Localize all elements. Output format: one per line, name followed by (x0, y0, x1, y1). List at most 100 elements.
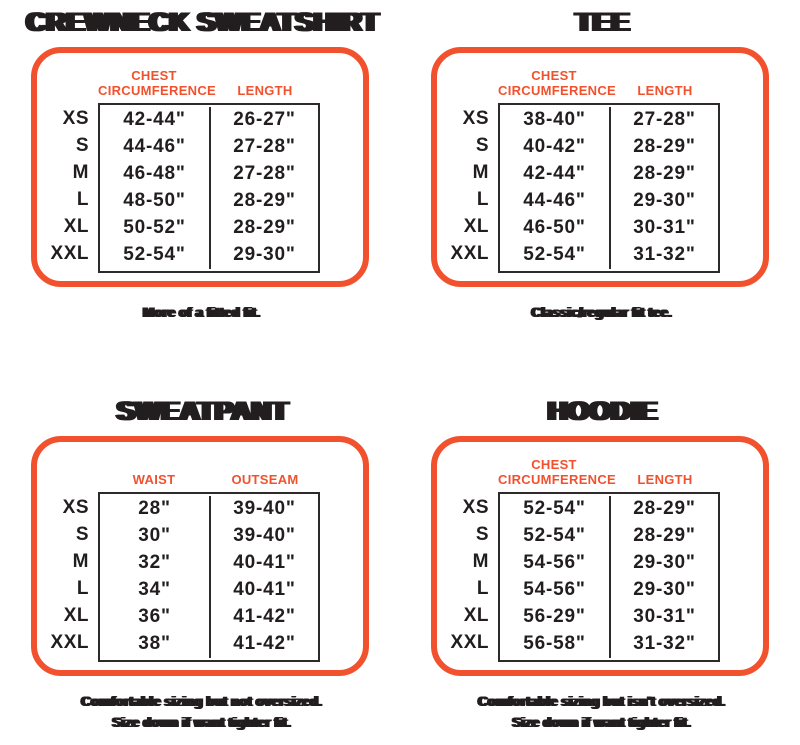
value-cell: 44-46" (523, 190, 586, 212)
size-table: XS S M L XL XXL 42-44" 44-46" 46-48" 48-… (43, 102, 363, 273)
value-cell: 52-54" (523, 244, 586, 266)
value-cell: 56-58" (523, 633, 586, 655)
value-cell: 29-30" (633, 552, 696, 574)
value-cell: 38" (138, 633, 171, 655)
panel-caption: Comfortable sizing but not oversized. Siz… (80, 691, 321, 734)
value-cell: 40-41" (233, 552, 296, 574)
value-cell: 46-48" (123, 163, 186, 185)
size-label: XL (463, 216, 489, 238)
panel-title: TEE (572, 7, 627, 37)
panel-title: SWEATPANT (114, 396, 286, 426)
panel-caption: Classic/regular fit tee. (530, 302, 670, 324)
value-cell: 26-27" (233, 109, 296, 131)
measure-2-column: 27-28" 28-29" 28-29" 29-30" 30-31" 31-32… (611, 107, 718, 269)
size-card: WAIST OUTSEAM XS S M L XL XXL 28" 30" 32… (31, 435, 369, 676)
value-cell: 54-56" (523, 552, 586, 574)
value-cell: 52-54" (523, 498, 586, 520)
column-header-measure-2-label: LENGTH (637, 82, 693, 98)
size-label: XXL (50, 243, 89, 265)
measure-1-column: 42-44" 44-46" 46-48" 48-50" 50-52" 52-54… (100, 106, 211, 269)
table-header-row: WAIST OUTSEAM (43, 450, 363, 490)
size-card: CHEST CIRCUMFERENCE LENGTH XS S M L XL X… (431, 46, 769, 287)
size-panel: SWEATPANT WAIST OUTSEAM XS S M L XL XXL (0, 387, 400, 745)
value-cell: 38-40" (523, 109, 586, 131)
caption-line-2: Size down if want tighter fit. (110, 715, 290, 731)
value-cell: 28-29" (233, 217, 296, 239)
size-label: L (76, 189, 89, 211)
size-table: XS S M L XL XXL 38-40" 40-42" 42-44" 44-… (443, 102, 763, 273)
size-label-column: XS S M L XL XXL (443, 103, 498, 273)
column-header-measure-1: CHEST CIRCUMFERENCE (498, 68, 616, 101)
panel-caption: Comfortable sizing but isn't oversized. S… (477, 691, 724, 734)
value-cell: 29-30" (633, 190, 696, 212)
size-label: M (72, 162, 89, 184)
value-cell: 28-29" (633, 136, 696, 158)
size-label: XS (462, 497, 489, 519)
size-label: XXL (450, 243, 489, 265)
value-cell: 32" (138, 552, 171, 574)
column-header-measure-2-label: OUTSEAM (231, 471, 299, 487)
caption-line-1: Comfortable sizing but isn't oversized. (476, 693, 724, 709)
value-cell: 40-41" (233, 579, 296, 601)
value-cell: 31-32" (633, 633, 696, 655)
value-cell: 44-46" (123, 136, 186, 158)
value-cell: 28" (138, 498, 171, 520)
value-cell: 28-29" (233, 190, 296, 212)
value-cell: 27-28" (233, 163, 296, 185)
value-cell: 30-31" (633, 217, 696, 239)
size-label: M (472, 551, 489, 573)
value-cell: 46-50" (523, 217, 586, 239)
value-cell: 41-42" (233, 633, 296, 655)
table-header-row: CHEST CIRCUMFERENCE LENGTH (443, 450, 763, 490)
column-header-measure-1-label: CHEST CIRCUMFERENCE (98, 67, 217, 98)
measure-2-column: 39-40" 39-40" 40-41" 40-41" 41-42" 41-42… (211, 496, 318, 658)
column-header-measure-1: CHEST CIRCUMFERENCE (498, 457, 616, 490)
value-cell: 52-54" (123, 244, 186, 266)
size-label: M (72, 551, 89, 573)
size-label: M (472, 162, 489, 184)
size-panel: HOODIE CHEST CIRCUMFERENCE LENGTH XS S M… (400, 387, 800, 745)
size-label-column: XS S M L XL XXL (43, 492, 98, 662)
value-cell: 42-44" (123, 109, 186, 131)
size-table: XS S M L XL XXL 52-54" 52-54" 54-56" 54-… (443, 491, 763, 662)
caption-line-2: Size down if want tighter fit. (510, 715, 690, 731)
value-cell: 56-29" (523, 606, 586, 628)
value-cell: 28-29" (633, 525, 696, 547)
size-label: S (475, 135, 489, 157)
size-panel: TEE CHEST CIRCUMFERENCE LENGTH XS S M L … (400, 0, 800, 387)
panel-title: HOODIE (545, 396, 655, 426)
size-label: S (75, 524, 89, 546)
caption-line-1: More of a fitted fit. (141, 304, 259, 320)
size-label: L (476, 578, 489, 600)
size-label: XL (63, 216, 89, 238)
caption-line-1: Classic/regular fit tee. (529, 304, 671, 320)
value-cell: 29-30" (233, 244, 296, 266)
size-label-column: XS S M L XL XXL (443, 492, 498, 662)
column-header-measure-1-label: WAIST (132, 471, 176, 487)
values-box: 42-44" 44-46" 46-48" 48-50" 50-52" 52-54… (98, 102, 320, 273)
measure-2-column: 26-27" 27-28" 27-28" 28-29" 28-29" 29-30… (211, 107, 318, 269)
value-cell: 29-30" (633, 579, 696, 601)
value-cell: 48-50" (123, 190, 186, 212)
value-cell: 52-54" (523, 525, 586, 547)
size-label-column: XS S M L XL XXL (43, 103, 98, 273)
column-header-measure-1: WAIST (98, 471, 210, 490)
column-header-measure-2: LENGTH (210, 83, 320, 101)
value-cell: 28-29" (633, 498, 696, 520)
value-cell: 40-42" (523, 136, 586, 158)
panel-caption: More of a fitted fit. (142, 302, 259, 324)
size-label: XXL (450, 632, 489, 654)
table-header-row: CHEST CIRCUMFERENCE LENGTH (43, 61, 363, 101)
column-header-measure-1: CHEST CIRCUMFERENCE (98, 67, 217, 101)
size-label: XXL (50, 632, 89, 654)
measure-2-column: 28-29" 28-29" 29-30" 29-30" 30-31" 31-32… (611, 496, 718, 658)
size-label: XL (63, 605, 89, 627)
value-cell: 30-31" (633, 606, 696, 628)
value-cell: 41-42" (233, 606, 296, 628)
panel-title: CREWNECK SWEATSHIRT (23, 7, 377, 37)
size-label: L (476, 189, 489, 211)
column-header-measure-2-label: LENGTH (637, 471, 693, 487)
table-header-row: CHEST CIRCUMFERENCE LENGTH (443, 61, 763, 101)
column-header-measure-2: OUTSEAM (210, 471, 320, 490)
measure-1-column: 38-40" 40-42" 42-44" 44-46" 46-50" 52-54… (500, 106, 611, 269)
